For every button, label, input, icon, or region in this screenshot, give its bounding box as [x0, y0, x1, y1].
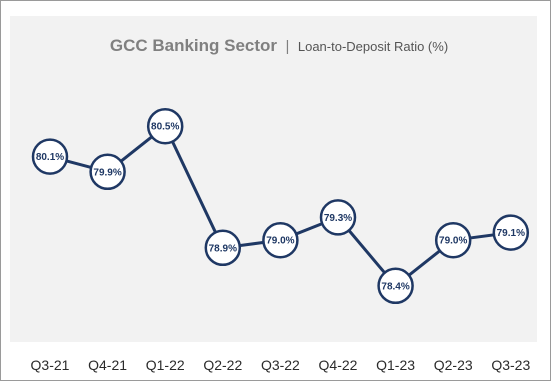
data-point-marker	[434, 221, 472, 259]
x-tick-label: Q4-21	[88, 357, 127, 373]
marker-group: 80.1% 79.9% 80.5% 78.9% 79.0% 79.3% 78.4% 79.0%…	[31, 107, 530, 305]
data-label: 79.1%	[497, 228, 525, 239]
chart-title: GCC Banking Sector | Loan-to-Deposit Rat…	[110, 36, 448, 55]
data-point-marker	[146, 107, 184, 145]
data-point-marker	[377, 267, 414, 305]
data-point-marker	[492, 214, 530, 251]
x-tick-label: Q2-22	[203, 357, 242, 373]
data-point-marker	[319, 199, 357, 236]
data-label: 79.0%	[266, 236, 294, 247]
chart-subtitle: Loan-to-Deposit Ratio (%)	[298, 39, 448, 54]
data-label: 78.4%	[381, 281, 409, 292]
series-line	[49, 124, 511, 288]
x-tick-label: Q3-22	[261, 357, 300, 373]
chart-title-main: GCC Banking Sector	[110, 36, 278, 55]
data-point-marker	[31, 138, 69, 175]
data-point-marker	[89, 153, 126, 191]
data-label: 79.3%	[324, 213, 352, 224]
x-tick-label: Q2-23	[434, 357, 473, 373]
x-tick-label: Q4-22	[319, 357, 358, 373]
data-point-marker	[204, 229, 242, 267]
data-label: 79.9%	[93, 167, 121, 178]
data-label: 78.9%	[209, 243, 237, 254]
x-axis-labels: Q3-21 Q4-21 Q1-22 Q2-22 Q3-22 Q4-22 Q1-23 Q2-23…	[31, 357, 531, 373]
x-tick-label: Q3-23	[491, 357, 530, 373]
data-label: 80.1%	[36, 152, 64, 163]
x-tick-label: Q1-23	[376, 357, 415, 373]
x-tick-label: Q3-21	[31, 357, 70, 373]
data-label: 80.5%	[151, 122, 179, 133]
x-tick-label: Q1-22	[146, 357, 185, 373]
data-point-marker	[262, 221, 299, 259]
chart-title-separator: |	[286, 38, 290, 55]
data-label: 79.0%	[439, 236, 467, 247]
series-line-group	[49, 124, 511, 288]
